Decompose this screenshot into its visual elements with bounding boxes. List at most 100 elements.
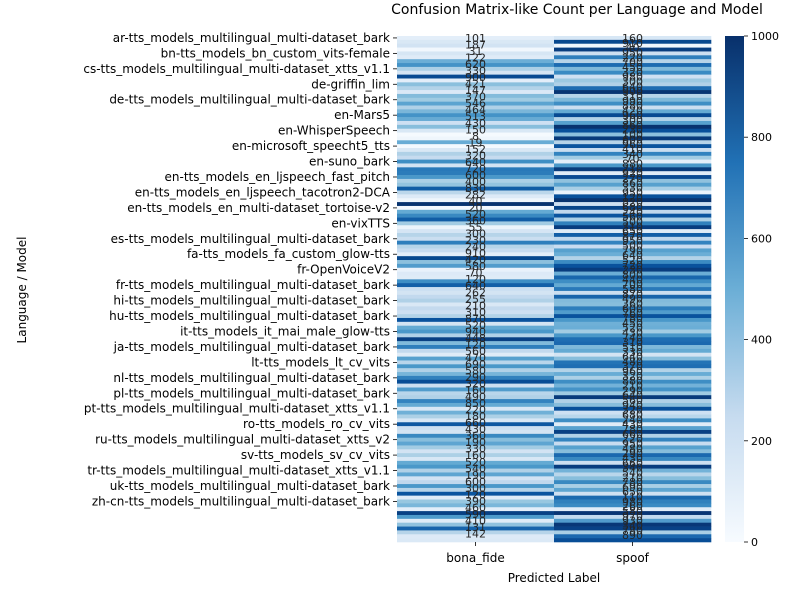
heatmap-cell-bona_fide-87 (397, 372, 555, 377)
heatmap-cell-spoof-96 (554, 406, 712, 411)
cell-label-bona_fide-67: 190 (465, 469, 486, 482)
heatmap-cell-spoof-67 (554, 294, 712, 299)
cell-label-spoof-44: 790 (622, 244, 643, 257)
heatmap-cell-spoof-1 (554, 39, 712, 45)
heatmap-cell-spoof-89 (554, 379, 712, 384)
heatmap-cell-spoof-12 (554, 82, 712, 87)
heatmap-cell-spoof-25 (554, 132, 712, 137)
cell-label-spoof-45: 640 (622, 249, 643, 262)
heatmap-cell-bona_fide-109 (397, 457, 555, 462)
y-tick-label: nl-tts_models_multilingual_multi-dataset… (113, 371, 390, 385)
heatmap-cell-labels: 1011873112262033090042114737054646451343… (465, 32, 643, 542)
heatmap-cell-bona_fide-86 (397, 368, 555, 373)
cell-label-bona_fide-9: 370 (465, 91, 486, 104)
y-tick-label: bn-tts_models_bn_custom_vits-female (161, 46, 390, 60)
heatmap-cell-spoof-113 (554, 472, 712, 477)
heatmap-cell-bona_fide-26 (397, 136, 555, 141)
heatmap-cell-bona_fide-80 (397, 345, 555, 350)
cell-label-spoof-11: 900 (622, 85, 643, 98)
heatmap-cell-bona_fide-85 (397, 364, 555, 369)
heatmap-cell-spoof-62 (554, 275, 712, 280)
cell-label-spoof-5: 700 (622, 56, 643, 69)
cell-label-bona_fide-76: 142 (465, 527, 486, 540)
heatmap-cell-bona_fide-20 (397, 113, 555, 118)
cell-label-spoof-57: 760 (622, 307, 643, 320)
y-tick-label: en-suno_bark (309, 155, 390, 169)
heatmap-cell-spoof-8 (554, 66, 712, 72)
cell-label-bona_fide-72: 460 (465, 501, 486, 514)
heatmap-cell-bona_fide-127 (397, 526, 555, 531)
cell-label-spoof-92: 780 (622, 476, 643, 489)
heatmap-cell-bona_fide-44 (397, 205, 555, 211)
heatmap-cell-bona_fide-116 (397, 484, 555, 489)
x-tick-labels: bona_fide spoof (446, 542, 650, 565)
cell-label-spoof-29: 270 (622, 172, 643, 185)
cell-label-bona_fide-12: 513 (465, 110, 486, 123)
cell-label-spoof-63: 310 (622, 336, 643, 349)
cell-label-spoof-55: 360 (622, 297, 643, 310)
cell-label-spoof-61: 430 (622, 326, 643, 339)
heatmap-cell-bona_fide-81 (397, 348, 555, 354)
heatmap-cell-bona_fide-84 (397, 360, 555, 365)
heatmap-cell-bona_fide-42 (397, 198, 555, 203)
y-tick-label: ja-tts_models_multilingual_multi-dataset… (113, 340, 390, 354)
cell-label-bona_fide-56: 850 (465, 397, 486, 410)
y-tick-label: hu-tts_models_multilingual_multi-dataset… (109, 309, 390, 323)
heatmap-cell-bona_fide-53 (397, 240, 555, 245)
heatmap-cell-bona_fide-96 (397, 406, 555, 411)
cell-label-spoof-46: 520 (622, 254, 643, 267)
heatmap-cell-spoof-117 (554, 487, 712, 493)
heatmap-cell-spoof-66 (554, 290, 712, 296)
cell-label-spoof-48: 230 (622, 264, 643, 277)
heatmap-cell-spoof-126 (554, 522, 712, 527)
heatmap-cell-bona_fide-56 (397, 252, 555, 257)
cell-label-spoof-15: 420 (622, 104, 643, 117)
heatmap-cell-bona_fide-23 (397, 124, 555, 130)
heatmap-cell-bona_fide-49 (397, 225, 555, 230)
heatmap-cell-spoof-104 (554, 437, 712, 442)
heatmap-cell-spoof-33 (554, 163, 712, 168)
cell-label-bona_fide-51: 580 (465, 364, 486, 377)
cell-label-spoof-24: 340 (622, 148, 643, 161)
heatmap-cell-spoof-41 (554, 194, 712, 199)
heatmap-cell-bona_fide-25 (397, 132, 555, 137)
heatmap-cell-spoof-121 (554, 503, 712, 508)
cell-label-spoof-47: 720 (622, 259, 643, 272)
heatmap-cell-bona_fide-7 (397, 63, 555, 68)
heatmap-cell-spoof-82 (554, 352, 712, 357)
heatmap-cell-spoof-32 (554, 159, 712, 164)
colorbar-tick-label: 0 (751, 536, 758, 549)
cell-label-bona_fide-49: 470 (465, 351, 486, 364)
cell-label-spoof-73: 290 (622, 384, 643, 397)
heatmap-cell-bona_fide-124 (397, 514, 555, 520)
heatmap-cell-spoof-3 (554, 47, 712, 52)
cell-label-bona_fide-22: 400 (465, 175, 486, 188)
cell-label-spoof-90: 540 (622, 466, 643, 479)
heatmap-cell-bona_fide-5 (397, 55, 555, 60)
heatmap-cell-bona_fide-82 (397, 352, 555, 357)
cell-label-bona_fide-19: 640 (465, 156, 486, 169)
heatmap-cell-bona_fide-38 (397, 182, 555, 187)
heatmap-cell-spoof-7 (554, 63, 712, 68)
heatmap-cell-bona_fide-74 (397, 321, 555, 326)
heatmap-cell-bona_fide-6 (397, 59, 555, 64)
heatmap-cell-bona_fide-110 (397, 460, 555, 466)
heatmap-cell-bona_fide-90 (397, 383, 555, 388)
y-tick-label: ro-tts_models_ro_cv_vits (243, 417, 390, 431)
heatmap-cell-spoof-23 (554, 124, 712, 130)
cell-label-spoof-81: 780 (622, 423, 643, 436)
heatmap-cell-spoof-83 (554, 356, 712, 361)
y-tick-label: pl-tts_models_multilingual_multi-dataset… (113, 386, 390, 400)
heatmap-cell-bona_fide-30 (397, 151, 555, 157)
y-tick-label: sv-tts_models_sv_cv_vits (241, 448, 390, 462)
y-tick-label: cs-tts_models_multilingual_multi-dataset… (83, 62, 390, 76)
heatmap-cell-bona_fide-46 (397, 213, 555, 218)
heatmap-cell-bona_fide-51 (397, 232, 555, 238)
cell-label-spoof-80: 430 (622, 418, 643, 431)
heatmap-cell-spoof-18 (554, 105, 712, 110)
cell-label-spoof-32: 950 (622, 186, 643, 199)
cell-label-bona_fide-30: 300 (465, 228, 486, 241)
cell-label-bona_fide-33: 910 (465, 247, 486, 260)
heatmap-cell-spoof-107 (554, 449, 712, 454)
cell-label-spoof-16: 960 (622, 109, 643, 122)
